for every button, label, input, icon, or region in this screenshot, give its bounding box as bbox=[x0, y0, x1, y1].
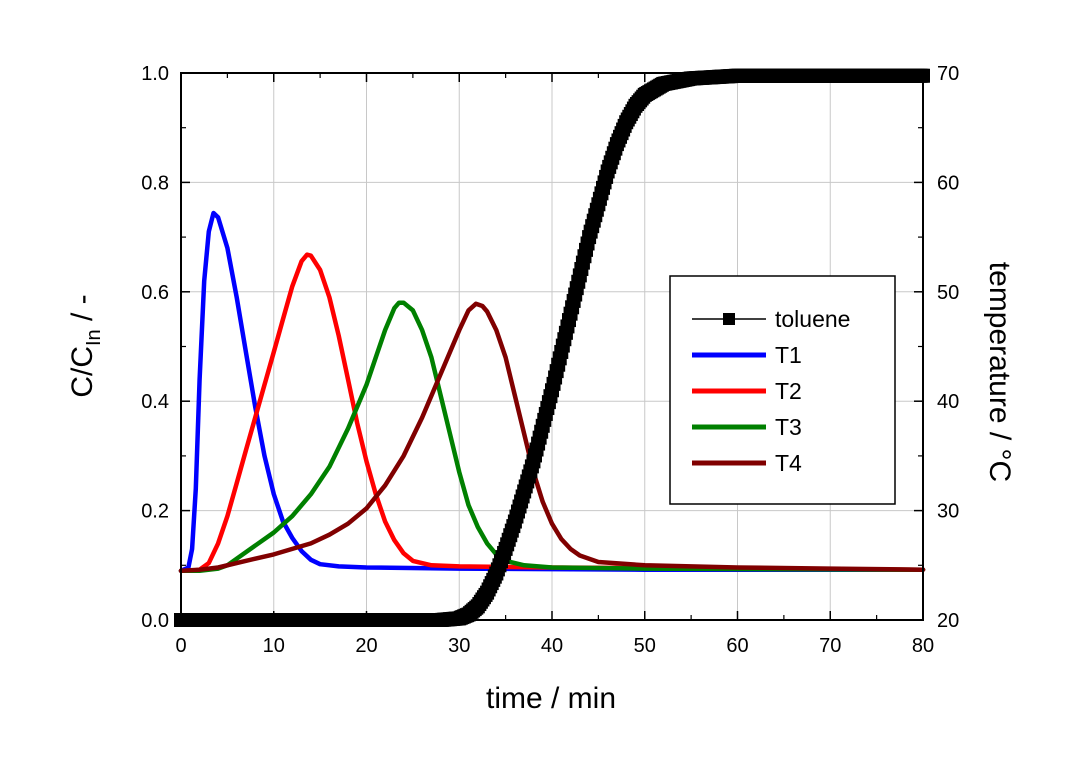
legend-swatch-marker bbox=[723, 313, 735, 325]
series-T4-line bbox=[178, 301, 926, 574]
series-T1-line bbox=[178, 210, 926, 574]
legend-label: T4 bbox=[775, 450, 802, 476]
y-tick-label: 0.4 bbox=[141, 391, 169, 413]
x-tick-label: 80 bbox=[912, 635, 934, 657]
y2-tick-label: 50 bbox=[937, 282, 959, 304]
legend-label: T2 bbox=[775, 378, 802, 404]
x-tick-label: 10 bbox=[263, 635, 285, 657]
y2-tick-label: 30 bbox=[937, 501, 959, 523]
x-tick-label: 0 bbox=[175, 635, 186, 657]
y-tick-label: 1.0 bbox=[141, 63, 169, 85]
tick-labels: 0 10 20 30 40 50 60 70 80 0.0 0.2 0.4 0.6 0.8 1.0 20 30 4… bbox=[141, 63, 959, 657]
x-tick-label: 50 bbox=[634, 635, 656, 657]
y-axis-title-suffix: / - bbox=[66, 294, 99, 329]
axis-ticks bbox=[180, 72, 924, 621]
y-tick-label: 0.8 bbox=[141, 172, 169, 194]
y2-tick-label: 60 bbox=[937, 172, 959, 194]
legend-label: toluene bbox=[775, 306, 850, 332]
y2-tick-label: 40 bbox=[937, 391, 959, 413]
series-T2-line bbox=[178, 252, 926, 574]
x-axis-title: time / min bbox=[486, 682, 616, 715]
y2-tick-label: 20 bbox=[937, 610, 959, 632]
series-layer bbox=[174, 68, 930, 627]
x-tick-label: 60 bbox=[726, 635, 748, 657]
x-tick-label: 20 bbox=[355, 635, 377, 657]
series-T3-line bbox=[178, 300, 926, 574]
y-axis-title-subscript: In bbox=[83, 329, 105, 346]
legend-label: T1 bbox=[775, 342, 802, 368]
x-tick-label: 40 bbox=[541, 635, 563, 657]
y2-axis-title: temperature / °C bbox=[983, 262, 1016, 482]
x-tick-label: 30 bbox=[448, 635, 470, 657]
y-tick-label: 0.0 bbox=[141, 610, 169, 632]
legend-label: T3 bbox=[775, 414, 802, 440]
x-tick-label: 70 bbox=[819, 635, 841, 657]
y-tick-label: 0.2 bbox=[141, 501, 169, 523]
y-axis-title-main: C/C bbox=[66, 346, 99, 398]
y-tick-label: 0.6 bbox=[141, 282, 169, 304]
y-axis-title: C/CIn / - bbox=[66, 294, 105, 397]
y2-tick-label: 70 bbox=[937, 63, 959, 85]
legend: toluene T1 T2 T3 T4 bbox=[669, 275, 896, 505]
